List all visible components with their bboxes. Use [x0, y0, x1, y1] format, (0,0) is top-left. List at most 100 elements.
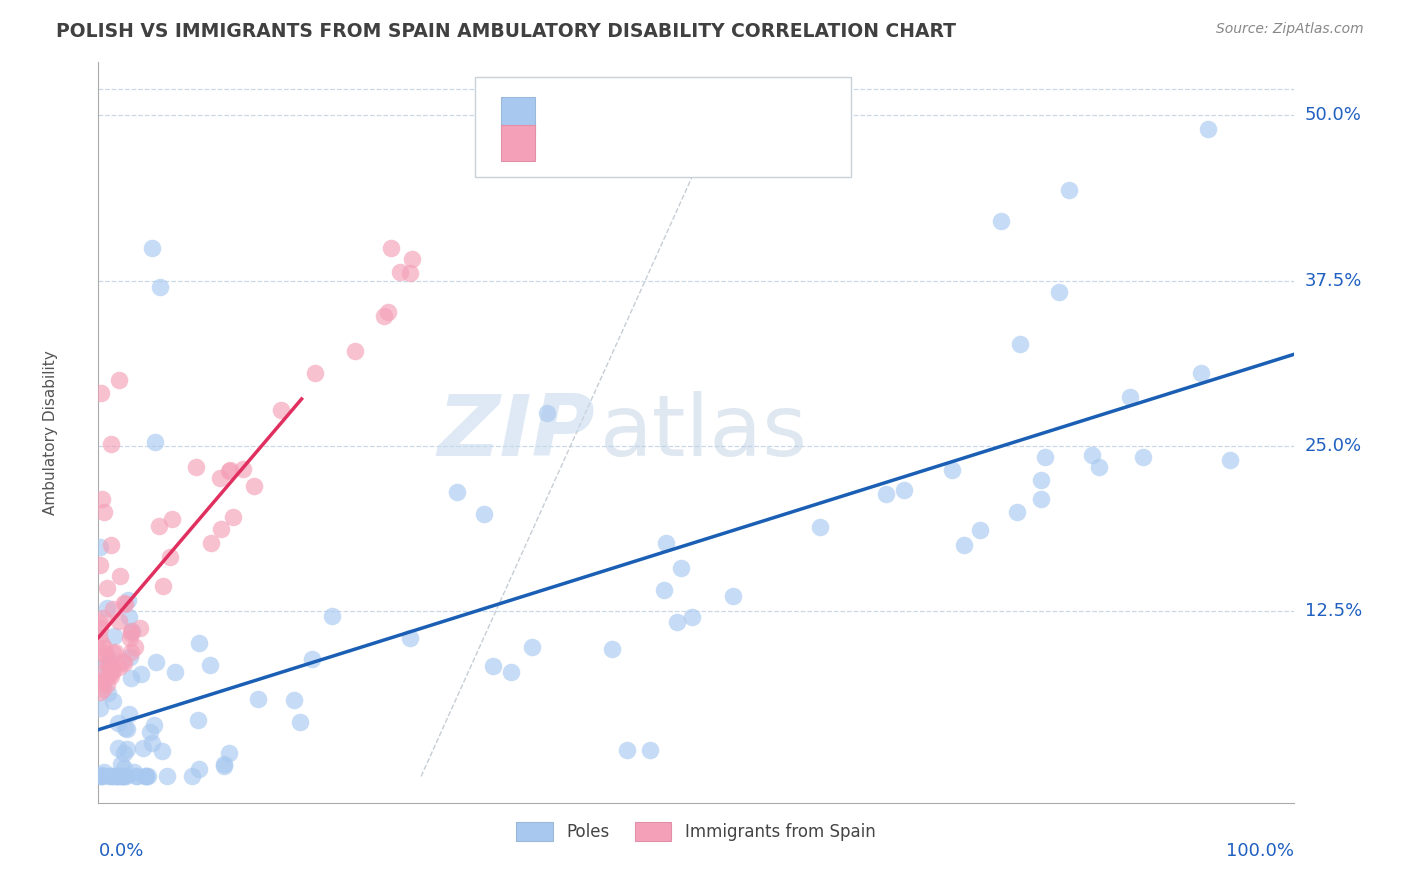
Point — [218, 464, 240, 478]
Point — [499, 665, 522, 679]
Point — [288, 714, 311, 729]
Point — [110, 568, 132, 582]
Point — [101, 646, 124, 660]
Point — [681, 609, 703, 624]
Point — [112, 596, 135, 610]
Point — [97, 686, 120, 700]
Point — [536, 406, 558, 420]
Point — [665, 615, 688, 630]
Point — [111, 769, 134, 783]
Point — [304, 366, 326, 380]
Point — [91, 491, 114, 506]
Point — [98, 665, 121, 680]
Point — [136, 769, 159, 783]
Point — [103, 769, 125, 783]
Point — [89, 558, 111, 572]
Point — [96, 648, 118, 663]
Point — [377, 305, 399, 319]
Point — [90, 769, 112, 783]
Point — [143, 718, 166, 732]
Point — [110, 757, 132, 772]
Point — [89, 615, 111, 629]
Point — [89, 540, 111, 554]
Point — [93, 764, 115, 779]
Point — [103, 602, 125, 616]
Point — [112, 746, 135, 760]
Point — [91, 661, 114, 675]
Point — [101, 769, 124, 783]
Point — [100, 437, 122, 451]
Point — [212, 758, 235, 772]
Point — [89, 685, 111, 699]
Point — [301, 652, 323, 666]
Point — [98, 653, 121, 667]
Point — [990, 214, 1012, 228]
Point — [222, 509, 245, 524]
Point — [118, 707, 141, 722]
Point — [90, 768, 112, 782]
Point — [141, 736, 163, 750]
Point — [107, 660, 129, 674]
Point — [100, 769, 122, 783]
Point — [472, 507, 495, 521]
Point — [1035, 450, 1057, 464]
Point — [141, 240, 163, 255]
Bar — [501, 126, 534, 161]
Text: atlas: atlas — [600, 391, 808, 475]
Point — [160, 512, 183, 526]
Point — [90, 769, 112, 783]
Point — [212, 756, 235, 771]
Point — [380, 241, 402, 255]
Point — [399, 631, 422, 645]
Point — [446, 485, 468, 500]
Point — [111, 769, 134, 783]
Point — [1197, 121, 1219, 136]
Point — [1189, 366, 1212, 380]
Point — [482, 659, 505, 673]
Point — [219, 463, 242, 477]
Legend: Poles, Immigrants from Spain: Poles, Immigrants from Spain — [510, 815, 882, 847]
Point — [616, 743, 638, 757]
Point — [129, 621, 152, 635]
Point — [118, 649, 141, 664]
Point — [148, 519, 170, 533]
Point — [107, 769, 129, 783]
Bar — [501, 97, 534, 133]
Point — [114, 722, 136, 736]
Point — [655, 536, 678, 550]
Point — [143, 435, 166, 450]
Point — [125, 769, 148, 783]
Text: Ambulatory Disability: Ambulatory Disability — [44, 351, 58, 515]
Point — [180, 769, 202, 783]
Point — [121, 624, 143, 639]
Point — [107, 740, 129, 755]
Point — [1080, 448, 1102, 462]
Point — [89, 621, 111, 635]
Point — [104, 644, 127, 658]
Point — [90, 666, 112, 681]
Point — [163, 665, 186, 680]
Point — [669, 561, 692, 575]
Text: 12.5%: 12.5% — [1305, 602, 1362, 620]
Point — [122, 765, 145, 780]
Point — [124, 640, 146, 655]
Point — [89, 630, 111, 644]
Text: R = 0.556   N =  68: R = 0.556 N = 68 — [551, 134, 721, 153]
Point — [1132, 450, 1154, 465]
Point — [98, 664, 121, 678]
Point — [893, 483, 915, 497]
Point — [91, 637, 114, 651]
Point — [186, 714, 208, 728]
Point — [96, 581, 118, 595]
Point — [200, 658, 222, 673]
Point — [1047, 285, 1070, 300]
Point — [117, 722, 139, 736]
Point — [89, 675, 111, 690]
Point — [150, 744, 173, 758]
Point — [96, 657, 118, 671]
Point — [520, 640, 543, 654]
Point — [187, 762, 209, 776]
Point — [1119, 390, 1142, 404]
Point — [159, 550, 181, 565]
Text: 37.5%: 37.5% — [1305, 271, 1362, 290]
